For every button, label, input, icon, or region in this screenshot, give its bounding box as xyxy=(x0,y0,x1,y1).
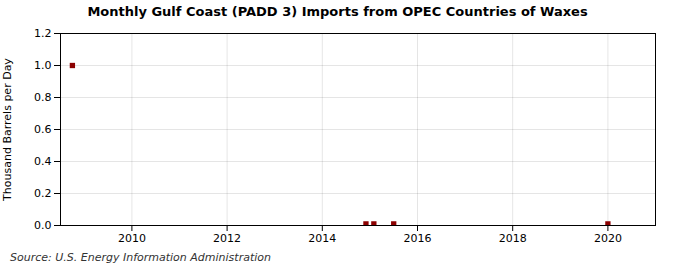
html-text:Monthly Gulf Coast (PADD 3) Im: Monthly Gulf Coast (PADD 3) Imports from… xyxy=(87,4,588,19)
svg-text:0.0: 0.0 xyxy=(34,219,52,232)
svg-text:2012: 2012 xyxy=(213,232,241,245)
svg-text:1.2: 1.2 xyxy=(34,27,52,40)
svg-text:0.6: 0.6 xyxy=(34,123,52,136)
svg-text:0.8: 0.8 xyxy=(34,91,52,104)
svg-text:0.2: 0.2 xyxy=(34,187,52,200)
svg-text:0.4: 0.4 xyxy=(34,155,52,168)
svg-text:2010: 2010 xyxy=(118,232,146,245)
svg-text:2014: 2014 xyxy=(308,232,336,245)
svg-text:Thousand Barrels per Day: Thousand Barrels per Day xyxy=(1,58,14,202)
svg-text:2018: 2018 xyxy=(499,232,527,245)
svg-text:2016: 2016 xyxy=(404,232,432,245)
svg-text:2020: 2020 xyxy=(594,232,622,245)
svg-text:1.0: 1.0 xyxy=(34,59,52,72)
html-text:Source: U.S. Energy Informatio: Source: U.S. Energy Information Administ… xyxy=(10,251,271,264)
